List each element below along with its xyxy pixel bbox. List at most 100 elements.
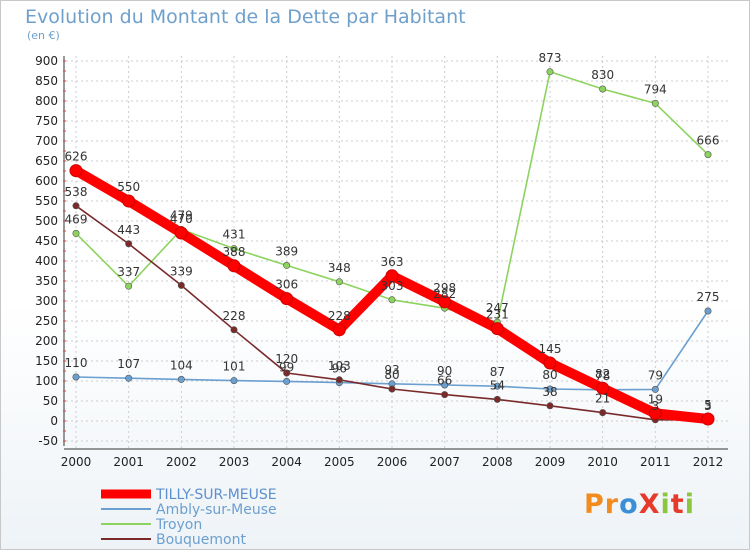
grid-lines: [66, 56, 728, 449]
y-tick-label: 450: [35, 234, 58, 248]
data-label: 79: [648, 368, 663, 382]
data-point: [283, 369, 291, 377]
data-point: [230, 245, 238, 253]
data-point: [388, 296, 396, 304]
data-point: [704, 307, 712, 315]
data-label: 101: [223, 360, 246, 374]
data-label: 443: [117, 223, 140, 237]
data-label: 21: [595, 392, 610, 406]
data-point: [385, 269, 399, 283]
data-label: 54: [490, 378, 505, 392]
data-point: [72, 373, 80, 381]
data-point: [125, 374, 133, 382]
data-point: [546, 402, 554, 410]
data-point: [283, 377, 291, 385]
x-tick-label: 2012: [693, 455, 724, 469]
legend-label: TILLY-SUR-MEUSE: [155, 487, 277, 503]
data-label: 82: [595, 367, 610, 381]
x-tick-label: 2007: [429, 455, 460, 469]
y-tick-label: 350: [35, 274, 58, 288]
data-label: 78: [595, 369, 610, 383]
data-point: [441, 381, 449, 389]
y-tick-label: 100: [35, 374, 58, 388]
data-label: 247: [486, 301, 509, 315]
data-label: 228: [223, 309, 246, 323]
y-tick-label: 0: [50, 414, 58, 428]
data-point: [599, 85, 607, 93]
x-tick-label: 2006: [377, 455, 408, 469]
data-label: 469: [65, 212, 88, 226]
data-point: [490, 322, 504, 336]
data-label: 87: [490, 365, 505, 379]
data-point: [543, 356, 557, 370]
data-point: [335, 376, 343, 384]
legend-label: Ambly-sur-Meuse: [156, 502, 277, 518]
x-tick-label: 2005: [324, 455, 355, 469]
x-tick-label: 2002: [166, 455, 197, 469]
data-point: [441, 391, 449, 399]
data-labels: 110 107 104 101 99 96 93 90 87 80 78 79 275 469 337 479…: [65, 51, 720, 413]
x-tick-label: 2010: [587, 455, 618, 469]
x-tick-label: 2008: [482, 455, 513, 469]
data-label: 282: [433, 287, 456, 301]
y-tick-label: -50: [38, 434, 58, 448]
data-point: [227, 259, 241, 273]
data-label: 303: [381, 279, 404, 293]
y-tick-label: 900: [35, 54, 58, 68]
data-label: 348: [328, 261, 351, 275]
data-point: [648, 406, 662, 420]
data-point: [174, 226, 188, 240]
data-label: 80: [384, 368, 399, 382]
proxiti-logo: ProXiti: [584, 489, 695, 520]
data-label: 145: [539, 342, 562, 356]
data-point: [493, 382, 501, 390]
legend: TILLY-SUR-MEUSEAmbly-sur-MeuseTroyonBouq…: [101, 487, 277, 548]
data-label: 363: [381, 255, 404, 269]
data-point: [230, 377, 238, 385]
data-point: [125, 240, 133, 248]
data-label: 550: [117, 180, 140, 194]
y-tick-label: 650: [35, 154, 58, 168]
data-label: 431: [223, 228, 246, 242]
data-point: [230, 326, 238, 334]
data-label: 388: [223, 245, 246, 259]
x-tick-label: 2011: [640, 455, 671, 469]
legend-label: Troyon: [155, 517, 202, 533]
data-label: 120: [275, 352, 298, 366]
data-point: [177, 375, 185, 383]
data-point: [651, 385, 659, 393]
data-label: 90: [437, 364, 452, 378]
data-point: [704, 151, 712, 159]
data-label: 794: [644, 82, 667, 96]
data-point: [69, 164, 83, 178]
data-point: [651, 99, 659, 107]
data-label: 389: [275, 244, 298, 258]
data-point: [72, 229, 80, 237]
legend-label: Bouquemont: [156, 532, 246, 548]
data-label: 479: [170, 208, 193, 222]
y-tick-label: 500: [35, 214, 58, 228]
data-label: 228: [328, 309, 351, 323]
data-label: 104: [170, 358, 193, 372]
data-label: 538: [65, 185, 88, 199]
axes: -50 0 50 100 150 200 250 300 350 400 450 500 550 600 6…: [35, 54, 728, 469]
data-label: 38: [542, 385, 557, 399]
data-label: 93: [384, 363, 399, 377]
data-label: 96: [332, 362, 347, 376]
y-tick-label: 550: [35, 194, 58, 208]
data-label: 110: [65, 356, 88, 370]
y-tick-label: 850: [35, 74, 58, 88]
data-label: 3: [652, 399, 660, 413]
data-label: 830: [591, 68, 614, 82]
y-tick-label: 200: [35, 334, 58, 348]
data-label: 306: [275, 278, 298, 292]
data-point: [335, 278, 343, 286]
y-tick-label: 750: [35, 114, 58, 128]
y-tick-label: 600: [35, 174, 58, 188]
data-point: [546, 385, 554, 393]
chart-title: Evolution du Montant de la Dette par Hab…: [25, 6, 466, 28]
y-tick-label: 800: [35, 94, 58, 108]
x-tick-label: 2001: [113, 455, 144, 469]
